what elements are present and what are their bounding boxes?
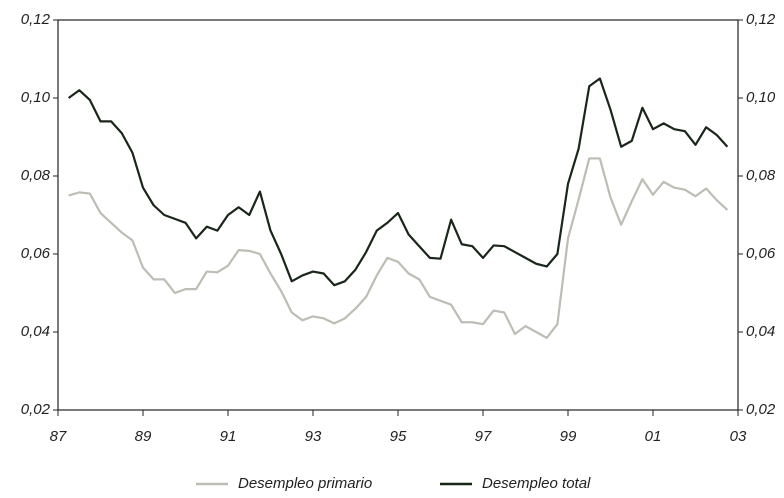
y2-tick-label: 0,02 <box>746 401 776 418</box>
y2-tick-label: 0,04 <box>746 323 775 340</box>
data-line <box>68 157 729 339</box>
data-line <box>67 77 729 287</box>
x-tick-label: 99 <box>560 428 577 445</box>
legend-label: Desempleo total <box>482 475 591 492</box>
x-tick-label: 89 <box>135 428 152 445</box>
x-tick-label: 87 <box>50 428 67 445</box>
x-tick-label: 93 <box>305 428 322 445</box>
legend-label: Desempleo primario <box>238 475 372 492</box>
y2-tick-label: 0,08 <box>746 167 776 184</box>
y-tick-label: 0,02 <box>21 401 51 418</box>
y2-tick-label: 0,10 <box>746 89 776 106</box>
x-tick-label: 03 <box>730 428 747 445</box>
x-tick-label: 01 <box>645 428 662 445</box>
x-tick-label: 97 <box>475 428 492 445</box>
y-tick-label: 0,04 <box>21 323 50 340</box>
x-tick-label: 91 <box>220 428 237 445</box>
y2-tick-label: 0,12 <box>746 11 776 28</box>
y-tick-label: 0,10 <box>21 89 51 106</box>
y-tick-label: 0,08 <box>21 167 51 184</box>
y-tick-label: 0,06 <box>21 245 51 262</box>
x-tick-label: 95 <box>390 428 407 445</box>
y2-tick-label: 0,06 <box>746 245 776 262</box>
y-tick-label: 0,12 <box>21 11 51 28</box>
